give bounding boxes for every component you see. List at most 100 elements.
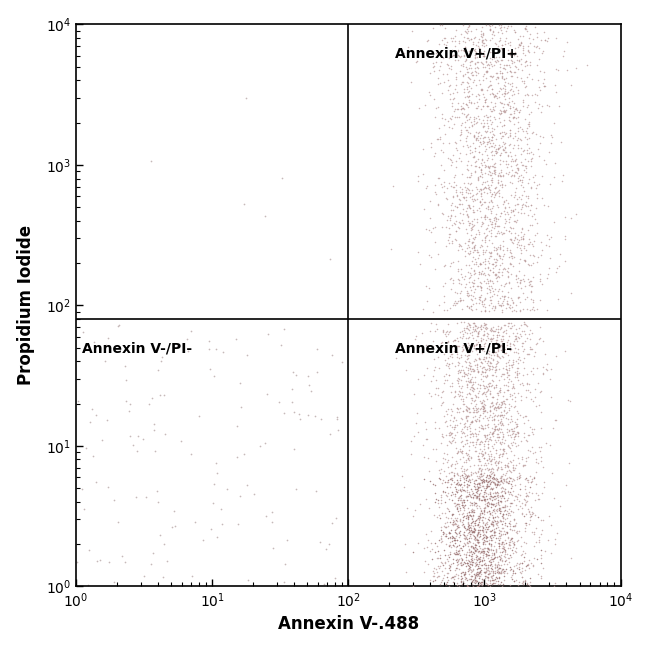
Point [462,286,472,296]
Point [447,45,458,55]
Point [495,68,506,78]
Point [488,286,498,296]
Point [423,536,434,546]
Point [513,488,523,499]
Point [462,495,473,506]
Point [514,292,524,302]
Point [512,214,523,225]
Point [518,233,528,244]
Point [552,263,562,274]
Point [482,356,493,367]
Point [508,567,518,578]
Point [486,98,496,108]
Point [499,263,510,273]
Point [467,341,478,351]
Point [461,187,471,198]
Point [430,264,440,274]
Point [483,481,493,491]
Point [419,203,429,214]
Point [491,405,501,415]
Point [492,276,502,286]
Point [484,401,495,411]
Point [488,92,499,102]
Point [532,257,542,267]
Point [489,547,499,558]
Point [495,479,505,489]
Point [478,469,488,480]
Point [501,453,512,463]
Point [500,26,511,36]
Point [481,474,491,485]
Point [468,299,478,309]
Point [467,551,477,562]
Point [160,429,170,439]
Point [530,523,541,533]
Point [504,365,514,375]
Point [487,291,497,302]
Point [443,116,453,126]
Point [474,352,484,363]
Point [462,240,473,250]
Point [498,252,508,262]
Point [503,321,514,332]
Point [454,194,464,205]
Point [499,571,510,581]
Point [516,541,526,551]
Point [510,104,521,114]
Point [445,350,455,361]
Point [289,444,299,454]
Point [448,574,459,584]
Point [539,27,549,38]
Point [518,95,528,105]
Point [493,504,504,514]
Point [495,552,506,562]
Point [499,196,510,207]
Point [509,387,519,398]
Point [481,353,491,363]
Point [474,580,485,590]
Point [448,218,459,228]
Point [489,558,500,569]
Point [451,137,462,148]
Point [471,399,482,410]
Point [485,488,495,499]
Point [440,517,450,528]
Point [473,391,483,402]
Point [198,534,209,545]
Point [428,66,439,77]
Point [475,200,486,211]
Point [503,266,514,277]
Point [255,441,265,452]
Point [505,498,515,508]
Point [507,302,517,312]
Point [474,567,484,577]
Point [456,100,467,110]
Point [478,453,489,463]
Point [510,517,521,528]
Point [538,369,548,379]
Point [508,210,519,220]
Point [516,226,526,237]
Point [470,53,480,63]
Point [437,429,447,439]
Point [486,175,497,185]
Point [493,551,504,561]
Point [520,131,530,142]
Point [463,471,473,481]
Point [433,199,443,209]
Point [523,41,533,51]
Point [489,219,500,229]
Point [540,348,551,359]
Point [508,57,519,68]
Point [502,414,513,424]
Point [485,215,495,226]
Point [456,558,466,568]
Point [485,432,495,443]
Point [494,227,504,238]
Point [473,570,483,580]
Point [486,563,497,573]
Point [480,352,491,362]
Point [456,578,467,589]
Point [445,537,456,547]
Point [460,560,471,571]
